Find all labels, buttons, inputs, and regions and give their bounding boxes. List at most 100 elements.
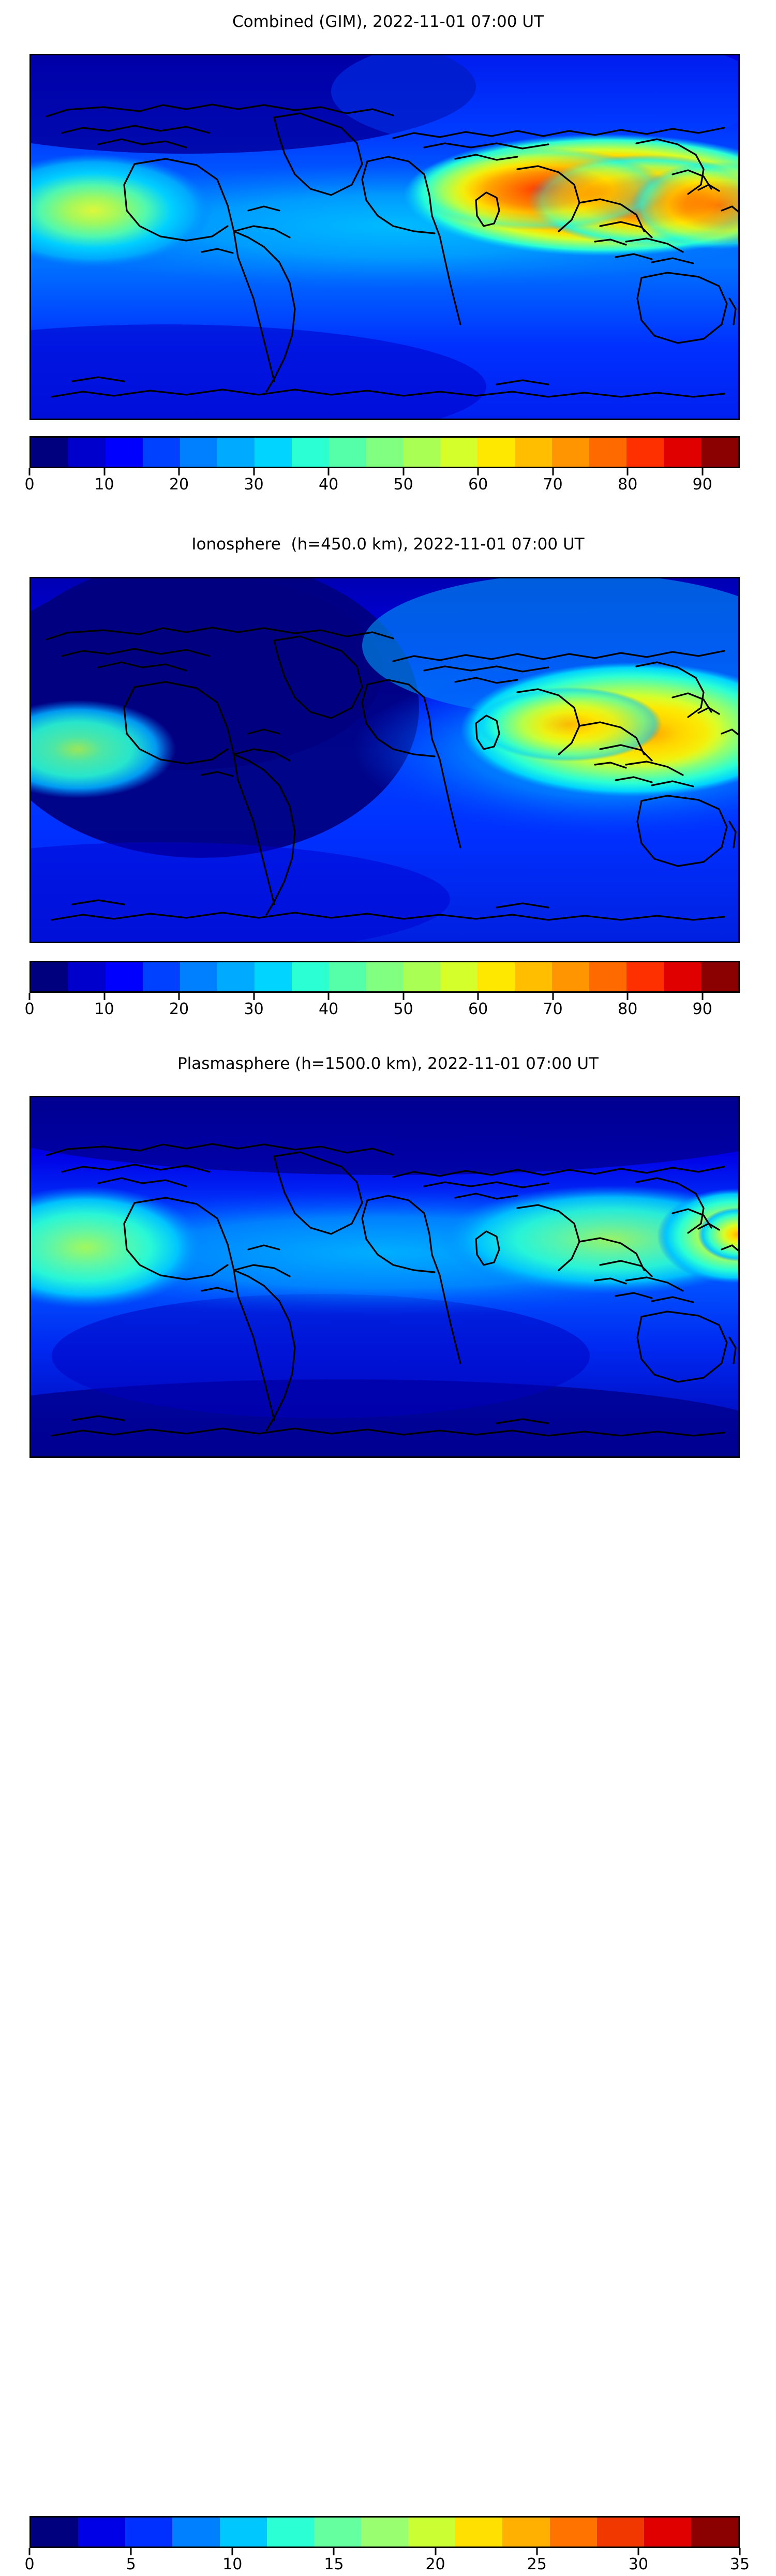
colorbar-ticklabel-0: 0 [24,2555,35,2573]
colorbar-segment-8 [329,962,366,991]
colorbar-tick-0 [28,468,31,475]
colorbar-tick-2 [178,993,180,1000]
colorbar-tick-3 [253,993,255,1000]
colorbar-segment-1 [68,438,106,467]
panel-plasmasphere: Plasmasphere (h=1500.0 km), 2022-11-01 0… [0,1045,776,2573]
colorbar-ticklabel-8: 80 [618,475,638,494]
colorbar-segment-12 [477,962,515,991]
colorbar-segment-8 [408,2518,456,2547]
colorbar-segment-11 [440,438,478,467]
colorbar-tick-5 [402,993,405,1000]
panel-title-combined-gim: Combined (GIM), 2022-11-01 07:00 UT [232,12,544,31]
colorbar-segment-17 [664,962,702,991]
colorbar-ticklabel-7: 35 [729,2555,750,2573]
colorbar-gradient-ionosphere [29,961,740,993]
colorbar-segment-14 [552,438,590,467]
colorbar-gradient-plasmasphere [29,2516,740,2548]
colorbar-segment-13 [515,438,553,467]
colorbar-segment-0 [31,438,68,467]
colorbar-tick-5 [402,468,405,475]
panel-combined-gim: Combined (GIM), 2022-11-01 07:00 UT [0,0,776,517]
colorbar-ticklabels-combined-gim: 0 10 20 30 40 50 60 70 80 90 [24,475,740,496]
map-canvas-combined-gim [31,55,738,419]
colorbar-ticklabel-1: 10 [94,475,114,494]
colorbar-ticks-ionosphere [28,993,740,1000]
colorbar-tick-2 [231,2548,233,2555]
colorbar-ticks-combined-gim [28,468,740,475]
colorbar-segment-0 [31,2518,79,2547]
map-canvas-ionosphere [31,578,738,942]
colorbar-ticklabels-plasmasphere: 0 5 10 15 20 25 30 35 [24,2555,750,2576]
colorbar-segment-12 [596,2518,644,2547]
colorbar-ticklabel-0: 0 [24,1000,35,1018]
colorbar-segment-10 [403,438,441,467]
colorbar-tick-6 [477,993,479,1000]
colorbar-ticklabel-3: 30 [244,1000,264,1018]
colorbar-segment-7 [361,2518,409,2547]
colorbar-segment-14 [691,2518,739,2547]
colorbar-tick-3 [333,2548,335,2555]
colorbar-ticklabel-4: 20 [425,2555,445,2573]
colorbar-segment-7 [291,438,329,467]
panel-ionosphere: Ionosphere (h=450.0 km), 2022-11-01 07:0… [0,523,776,1040]
colorbar-ticklabel-9: 90 [692,475,712,494]
colorbar-ticklabel-7: 70 [543,1000,563,1018]
colorbar-tick-6 [637,2548,639,2555]
coastlines [46,627,738,921]
colorbar-tick-4 [327,993,330,1000]
colorbar-ticklabel-0: 0 [24,475,35,494]
colorbar-segment-11 [440,962,478,991]
colorbar-ticklabel-1: 5 [126,2555,136,2573]
colorbar-segment-15 [589,962,627,991]
colorbar-segment-13 [644,2518,691,2547]
colorbar-tick-8 [626,468,629,475]
colorbar-tick-9 [702,468,704,475]
colorbar-segment-6 [314,2518,361,2547]
colorbar-tick-1 [103,993,106,1000]
colorbar-combined-gim: 0 10 20 30 40 50 60 70 80 90 [24,436,740,496]
colorbar-segment-5 [217,438,255,467]
colorbar-ticklabel-6: 60 [468,1000,488,1018]
colorbar-gradient-combined-gim [29,436,740,468]
colorbar-ticklabel-2: 10 [222,2555,243,2573]
colorbar-ticklabel-8: 80 [618,1000,638,1018]
colorbar-segment-15 [589,438,627,467]
colorbar-ticklabel-3: 15 [324,2555,344,2573]
colorbar-segment-9 [366,438,404,467]
panel-title-ionosphere: Ionosphere (h=450.0 km), 2022-11-01 07:0… [191,535,585,554]
colorbar-segment-0 [31,962,68,991]
colorbar-segment-8 [329,438,366,467]
map-canvas-plasmasphere [31,1097,738,1456]
colorbar-ticklabel-5: 50 [393,1000,413,1018]
colorbar-tick-7 [552,993,554,1000]
colorbar-plasmasphere: 0 5 10 15 20 25 30 35 [24,2516,750,2576]
colorbar-tick-0 [28,2548,31,2555]
colorbar-segment-5 [266,2518,314,2547]
colorbar-segment-5 [217,962,255,991]
colorbar-tick-0 [28,993,31,1000]
colorbar-ticklabel-5: 25 [527,2555,547,2573]
colorbar-ticklabel-5: 50 [393,475,413,494]
colorbar-segment-2 [105,438,143,467]
colorbar-tick-7 [552,468,554,475]
colorbar-segment-10 [403,962,441,991]
colorbar-segment-10 [502,2518,550,2547]
colorbar-segment-2 [125,2518,173,2547]
colorbar-segment-9 [455,2518,503,2547]
map-combined-gim [29,54,740,420]
colorbar-segment-18 [701,962,739,991]
colorbar-tick-2 [178,468,180,475]
map-ionosphere [29,577,740,943]
colorbar-segment-3 [172,2518,220,2547]
colorbar-segment-6 [254,962,292,991]
colorbar-tick-7 [739,2548,741,2555]
panel-title-plasmasphere: Plasmasphere (h=1500.0 km), 2022-11-01 0… [177,1054,599,1073]
colorbar-ionosphere: 0 10 20 30 40 50 60 70 80 90 [24,961,740,1021]
colorbar-segment-2 [105,962,143,991]
colorbar-segment-9 [366,962,404,991]
colorbar-ticks-plasmasphere [28,2548,741,2555]
colorbar-segment-6 [254,438,292,467]
colorbar-segment-16 [626,438,664,467]
colorbar-segment-14 [552,962,590,991]
